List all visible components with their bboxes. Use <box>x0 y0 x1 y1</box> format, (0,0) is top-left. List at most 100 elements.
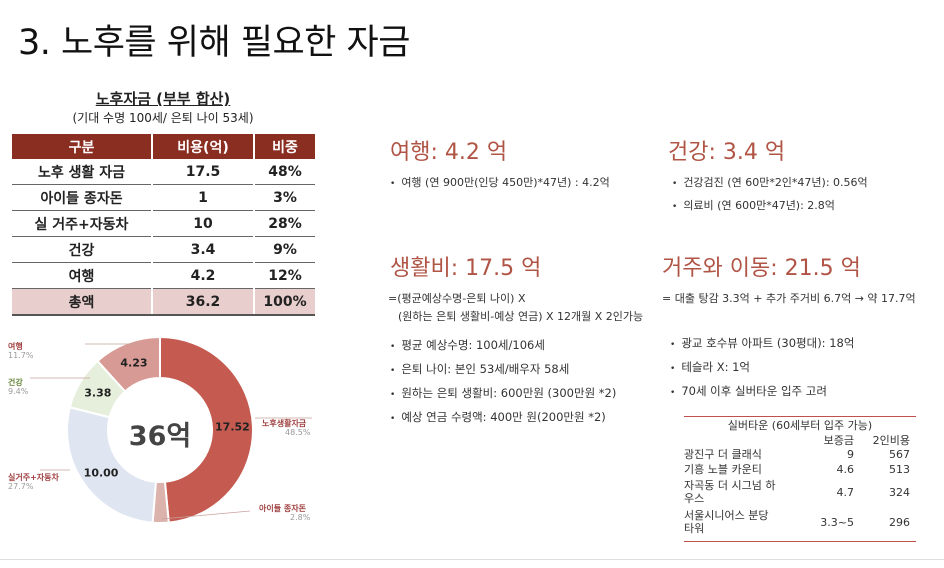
silver-deposit: 3.3~5 <box>820 515 854 529</box>
summary-table: 구분 비용(억) 비중 노후 생활 자금 17.5 48% 아이들 종자돈 1 … <box>12 134 315 316</box>
housing-item: • 광교 호수뷰 아파트 (30평대): 18억 <box>670 335 854 351</box>
total-name: 총액 <box>12 288 153 316</box>
living-item-text: 은퇴 나이: 본인 53세/배우자 58세 <box>401 362 570 376</box>
row-name: 아이들 종자돈 <box>12 184 153 211</box>
table-row: 아이들 종자돈 1 3% <box>12 184 315 211</box>
pct-health: 9.4% <box>8 387 29 396</box>
health-heading: 건강: 3.4 억 <box>668 140 786 165</box>
silver-caption-row: 실버타운 (60세부터 입주 가능) <box>684 418 916 433</box>
housing-item: • 70세 이후 실버타운 입주 고려 <box>670 383 827 399</box>
row-share: 9% <box>254 236 315 263</box>
housing-item-text: 테슬라 X: 1억 <box>681 360 751 374</box>
health-item: • 의료비 (연 600만*47년): 2.8억 <box>672 197 835 213</box>
total-cost: 36.2 <box>152 288 255 316</box>
row-share: 12% <box>254 262 315 289</box>
donut-chart: 17.52 10.00 3.38 4.23 36억 <box>30 335 312 524</box>
silver-cost: 567 <box>889 448 910 461</box>
living-formula-line1: =(평균예상수명-은퇴 나이) X <box>388 292 526 305</box>
silver-deposit: 9 <box>847 448 854 461</box>
silver-deposit: 4.7 <box>836 485 855 499</box>
bullet-icon: • <box>670 340 676 350</box>
travel-item: • 여행 (연 900만(인당 450만)*47년) : 4.2억 <box>390 174 610 190</box>
housing-item-text: 70세 이후 실버타운 입주 고려 <box>681 384 827 398</box>
silver-name: 서울시니어스 분당 타워 <box>684 509 769 535</box>
table-row: 광진구 더 클래식 9 567 <box>684 447 916 462</box>
table-row: 실 거주+자동차 10 28% <box>12 210 315 237</box>
silver-cost: 296 <box>889 515 910 529</box>
table-row: 건강 3.4 9% <box>12 236 315 263</box>
housing-formula: = 대출 탕감 3.3억 + 추가 주거비 6.7억 → 약 17.7억 <box>662 292 916 305</box>
total-share: 100% <box>254 288 315 316</box>
header-category: 구분 <box>12 134 153 159</box>
silver-town-table: 실버타운 (60세부터 입주 가능) 보증금 2인비용 광진구 더 클래식 9 … <box>684 418 916 537</box>
living-item-text: 예상 연금 수령액: 400만 원(200만원 *2) <box>401 410 606 424</box>
row-cost: 10 <box>152 210 255 237</box>
silver-deposit: 4.6 <box>836 463 855 476</box>
silver-name: 광진구 더 클래식 <box>684 448 762 461</box>
health-item-text: 건강검진 (연 60만*2인*47년): 0.56억 <box>683 176 868 189</box>
donut-slice <box>159 335 254 524</box>
pct-living: 48.5% <box>285 428 311 437</box>
silver-name: 자곡동 더 시그넘 하우스 <box>684 479 776 505</box>
footer-divider <box>0 559 944 560</box>
bullet-icon: • <box>390 390 396 400</box>
row-name: 여행 <box>12 262 153 289</box>
label-living: 노후생활자금 <box>262 419 307 428</box>
housing-heading: 거주와 이동: 21.5 억 <box>662 256 861 281</box>
bullet-icon: • <box>672 179 678 189</box>
pct-seed: 2.8% <box>290 513 311 522</box>
health-item-text: 의료비 (연 600만*47년): 2.8억 <box>683 199 835 212</box>
living-item-text: 평균 예상수명: 100세/106세 <box>401 338 545 352</box>
donut-value-label: 17.52 <box>215 421 250 434</box>
bullet-icon: • <box>672 202 678 212</box>
row-cost: 3.4 <box>152 236 255 263</box>
header-cost: 비용(억) <box>152 134 255 159</box>
total-row: 총액 36.2 100% <box>12 288 315 316</box>
bullet-icon: • <box>390 179 396 189</box>
bullet-icon: • <box>390 366 396 376</box>
label-travel: 여행 <box>8 342 23 351</box>
living-item: • 예상 연금 수령액: 400만 원(200만원 *2) <box>390 409 606 425</box>
silver-top-rule <box>684 416 916 417</box>
row-cost: 4.2 <box>152 262 255 289</box>
summary-header-row: 구분 비용(억) 비중 <box>12 134 315 159</box>
travel-heading: 여행: 4.2 억 <box>390 140 508 165</box>
table-row: 여행 4.2 12% <box>12 262 315 289</box>
row-cost: 1 <box>152 184 255 211</box>
row-share: 3% <box>254 184 315 211</box>
silver-bottom-rule <box>684 541 916 542</box>
pct-travel: 11.7% <box>8 351 34 360</box>
silver-header-cost: 2인비용 <box>872 433 910 447</box>
bullet-icon: • <box>390 414 396 424</box>
donut-slice <box>96 335 161 393</box>
living-item-text: 원하는 은퇴 생활비: 600만원 (300만원 *2) <box>401 386 617 400</box>
table-row: 자곡동 더 시그넘 하우스 4.7 324 <box>684 477 916 507</box>
row-name: 건강 <box>12 236 153 263</box>
donut-value-label: 4.23 <box>120 356 147 369</box>
label-seed: 아이들 종자돈 <box>259 504 306 513</box>
table-row: 서울시니어스 분당 타워 3.3~5 296 <box>684 507 916 537</box>
bullet-icon: • <box>670 364 676 374</box>
page-title: 3. 노후를 위해 필요한 자금 <box>18 23 410 63</box>
table-row: 노후 생활 자금 17.5 48% <box>12 159 315 185</box>
silver-header-deposit: 보증금 <box>823 433 854 447</box>
living-formula-line2: (원하는 은퇴 생활비-예상 연금) X 12개월 X 2인가능 <box>398 310 644 323</box>
silver-header-row: 보증금 2인비용 <box>684 433 916 447</box>
table-row: 기흥 노블 카운티 4.6 513 <box>684 462 916 477</box>
silver-caption: 실버타운 (60세부터 입주 가능) <box>727 419 873 432</box>
row-name: 노후 생활 자금 <box>12 159 153 185</box>
donut-slice <box>66 406 157 524</box>
living-item: • 원하는 은퇴 생활비: 600만원 (300만원 *2) <box>390 385 616 401</box>
row-share: 48% <box>254 159 315 185</box>
row-cost: 17.5 <box>152 159 255 185</box>
living-item: • 평균 예상수명: 100세/106세 <box>390 337 545 353</box>
bullet-icon: • <box>390 342 396 352</box>
housing-item-text: 광교 호수뷰 아파트 (30평대): 18억 <box>681 336 855 350</box>
silver-name: 기흥 노블 카운티 <box>684 463 762 476</box>
donut-value-label: 10.00 <box>84 466 119 479</box>
living-item: • 은퇴 나이: 본인 53세/배우자 58세 <box>390 361 569 377</box>
bullet-icon: • <box>670 388 676 398</box>
summary-subtitle: (기대 수명 100세/ 은퇴 나이 53세) <box>72 111 254 125</box>
summary-title: 노후자금 (부부 합산) <box>95 90 231 108</box>
header-share: 비중 <box>254 134 315 159</box>
